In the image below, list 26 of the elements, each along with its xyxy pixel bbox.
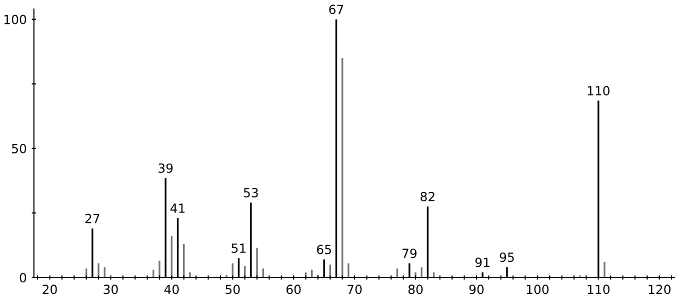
annotation: 91 bbox=[475, 258, 490, 268]
x-tick-label: 50 bbox=[226, 284, 240, 294]
annotation: 41 bbox=[170, 204, 185, 213]
x-tick-label: 100 bbox=[526, 284, 549, 294]
annotation: 110 bbox=[588, 86, 610, 96]
x-tick-label: 120 bbox=[648, 284, 670, 294]
x-tick-label: 20 bbox=[42, 284, 57, 294]
annotation: 51 bbox=[232, 244, 246, 253]
annotation: 79 bbox=[402, 248, 416, 258]
y-tick-label: 100 bbox=[4, 14, 26, 24]
annotation: 95 bbox=[500, 252, 514, 262]
x-tick-label: 40 bbox=[164, 284, 179, 294]
x-tick-label: 90 bbox=[469, 284, 484, 294]
y-tick-label: 0 bbox=[20, 272, 26, 282]
annotation: 27 bbox=[85, 214, 100, 224]
x-tick-label: 70 bbox=[348, 284, 362, 294]
annotation: 82 bbox=[420, 192, 434, 202]
annotation: 67 bbox=[329, 4, 344, 14]
x-tick-label: 60 bbox=[286, 284, 301, 294]
x-tick-label: 80 bbox=[408, 284, 423, 294]
y-tick-label: 50 bbox=[12, 144, 26, 154]
x-tick-label: 30 bbox=[104, 284, 118, 294]
annotation: 39 bbox=[158, 163, 173, 173]
annotation: 53 bbox=[244, 188, 258, 198]
x-tick-label: 110 bbox=[588, 284, 610, 294]
annotation: 65 bbox=[317, 244, 331, 254]
